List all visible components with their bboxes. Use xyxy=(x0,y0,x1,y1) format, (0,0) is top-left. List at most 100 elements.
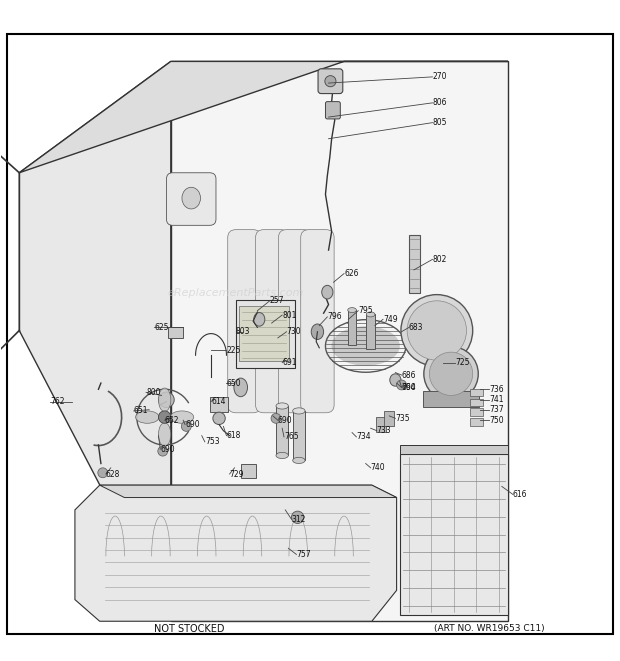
Text: 749: 749 xyxy=(383,315,397,324)
Text: NOT STOCKED: NOT STOCKED xyxy=(154,624,224,634)
Bar xyxy=(168,327,183,338)
Circle shape xyxy=(159,411,171,423)
Text: 802: 802 xyxy=(433,255,447,264)
FancyBboxPatch shape xyxy=(228,229,261,412)
Ellipse shape xyxy=(159,422,171,446)
Circle shape xyxy=(98,468,108,478)
Text: 734: 734 xyxy=(356,432,371,442)
FancyBboxPatch shape xyxy=(301,229,334,412)
Ellipse shape xyxy=(234,378,247,397)
Ellipse shape xyxy=(293,457,305,463)
Text: 626: 626 xyxy=(344,269,358,278)
Bar xyxy=(423,391,479,407)
Bar xyxy=(469,389,483,396)
Text: 800: 800 xyxy=(146,388,161,397)
Circle shape xyxy=(271,413,281,423)
Bar xyxy=(376,417,386,432)
Circle shape xyxy=(291,511,304,524)
FancyBboxPatch shape xyxy=(278,229,312,412)
Ellipse shape xyxy=(159,392,174,408)
Ellipse shape xyxy=(182,187,200,209)
Bar xyxy=(293,411,305,461)
Bar xyxy=(276,406,288,455)
Ellipse shape xyxy=(276,403,288,409)
Text: 690: 690 xyxy=(185,420,200,429)
Text: 616: 616 xyxy=(513,490,528,499)
FancyBboxPatch shape xyxy=(326,102,340,119)
Ellipse shape xyxy=(213,412,225,424)
Bar xyxy=(241,464,256,478)
Text: 691: 691 xyxy=(282,358,296,367)
Text: 312: 312 xyxy=(291,515,306,524)
Ellipse shape xyxy=(390,374,401,386)
Text: 683: 683 xyxy=(409,323,423,332)
Text: 690: 690 xyxy=(161,445,175,453)
Text: 764: 764 xyxy=(402,383,416,392)
Bar xyxy=(469,399,483,406)
Circle shape xyxy=(397,380,407,390)
Text: 741: 741 xyxy=(489,395,504,405)
Text: 686: 686 xyxy=(402,371,416,379)
Text: 651: 651 xyxy=(134,407,148,415)
Ellipse shape xyxy=(366,312,375,317)
Bar xyxy=(210,397,228,412)
Text: 628: 628 xyxy=(106,469,120,479)
Text: eReplacementParts.com: eReplacementParts.com xyxy=(167,288,304,298)
Text: 750: 750 xyxy=(489,416,504,425)
Circle shape xyxy=(407,301,466,360)
Polygon shape xyxy=(100,485,397,498)
Text: 618: 618 xyxy=(226,431,241,440)
Polygon shape xyxy=(19,61,171,621)
Ellipse shape xyxy=(325,75,336,87)
Text: 614: 614 xyxy=(211,397,226,406)
Text: 765: 765 xyxy=(284,432,299,442)
Text: (ART NO. WR19653 C11): (ART NO. WR19653 C11) xyxy=(434,624,545,633)
Bar xyxy=(409,235,420,293)
Bar xyxy=(171,61,508,621)
FancyBboxPatch shape xyxy=(255,229,289,412)
Circle shape xyxy=(158,446,168,456)
Ellipse shape xyxy=(332,327,400,366)
Circle shape xyxy=(401,295,472,366)
Text: 803: 803 xyxy=(236,327,250,336)
Bar xyxy=(400,454,508,615)
Polygon shape xyxy=(19,61,508,173)
Text: 737: 737 xyxy=(489,405,504,414)
Polygon shape xyxy=(75,485,397,621)
Text: 801: 801 xyxy=(282,311,296,319)
FancyBboxPatch shape xyxy=(167,173,216,225)
Ellipse shape xyxy=(136,411,159,423)
Text: 652: 652 xyxy=(165,416,179,425)
Bar xyxy=(469,418,483,426)
Ellipse shape xyxy=(159,388,171,412)
Bar xyxy=(239,306,289,362)
Ellipse shape xyxy=(276,452,288,459)
Text: 795: 795 xyxy=(358,306,373,315)
Bar xyxy=(384,411,394,426)
Text: 757: 757 xyxy=(296,550,311,559)
Ellipse shape xyxy=(322,286,333,299)
Ellipse shape xyxy=(348,307,356,313)
Ellipse shape xyxy=(170,411,193,423)
Text: 735: 735 xyxy=(396,414,410,423)
Text: 805: 805 xyxy=(433,118,447,127)
Text: 257: 257 xyxy=(270,296,285,305)
Circle shape xyxy=(181,422,191,432)
Text: 625: 625 xyxy=(154,323,169,332)
Text: 690: 690 xyxy=(402,383,416,392)
Text: 650: 650 xyxy=(226,379,241,387)
Ellipse shape xyxy=(254,313,265,326)
Text: 753: 753 xyxy=(205,438,219,446)
Ellipse shape xyxy=(430,352,472,395)
Text: 796: 796 xyxy=(327,313,342,321)
Text: 740: 740 xyxy=(371,463,385,473)
Ellipse shape xyxy=(293,408,305,414)
Text: 762: 762 xyxy=(50,397,64,406)
Text: 225: 225 xyxy=(226,346,241,355)
Text: 806: 806 xyxy=(433,98,447,107)
Ellipse shape xyxy=(311,324,324,340)
Text: 730: 730 xyxy=(286,327,301,336)
Text: 690: 690 xyxy=(278,416,293,425)
Bar xyxy=(366,315,375,349)
Text: 725: 725 xyxy=(455,358,470,367)
